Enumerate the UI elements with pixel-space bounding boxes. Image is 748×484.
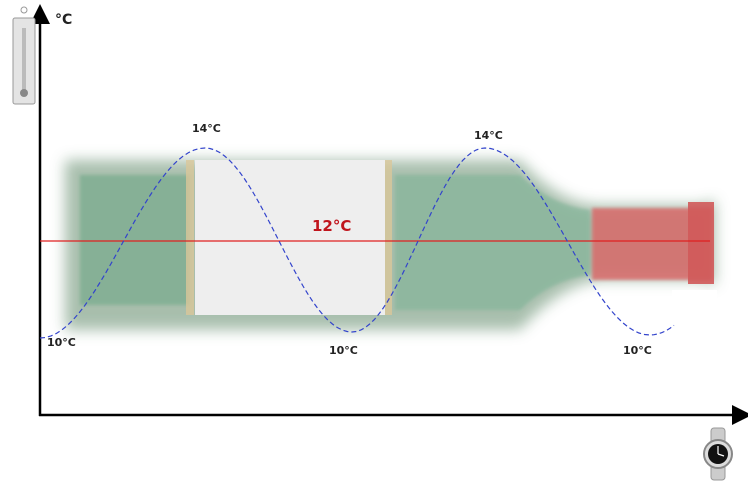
trough-label: 10°C: [47, 336, 76, 349]
axis-label: °C: [55, 12, 72, 28]
bottle: [65, 160, 717, 340]
mean-label: 12°C: [312, 217, 351, 235]
peak-label: 14°C: [474, 129, 503, 142]
trough-label: 10°C: [329, 344, 358, 357]
peak-label: 14°C: [192, 122, 221, 135]
thermometer-icon: [12, 6, 36, 105]
temperature-wave: [39, 147, 675, 339]
watch-icon: [703, 427, 733, 481]
trough-label: 10°C: [623, 344, 652, 357]
